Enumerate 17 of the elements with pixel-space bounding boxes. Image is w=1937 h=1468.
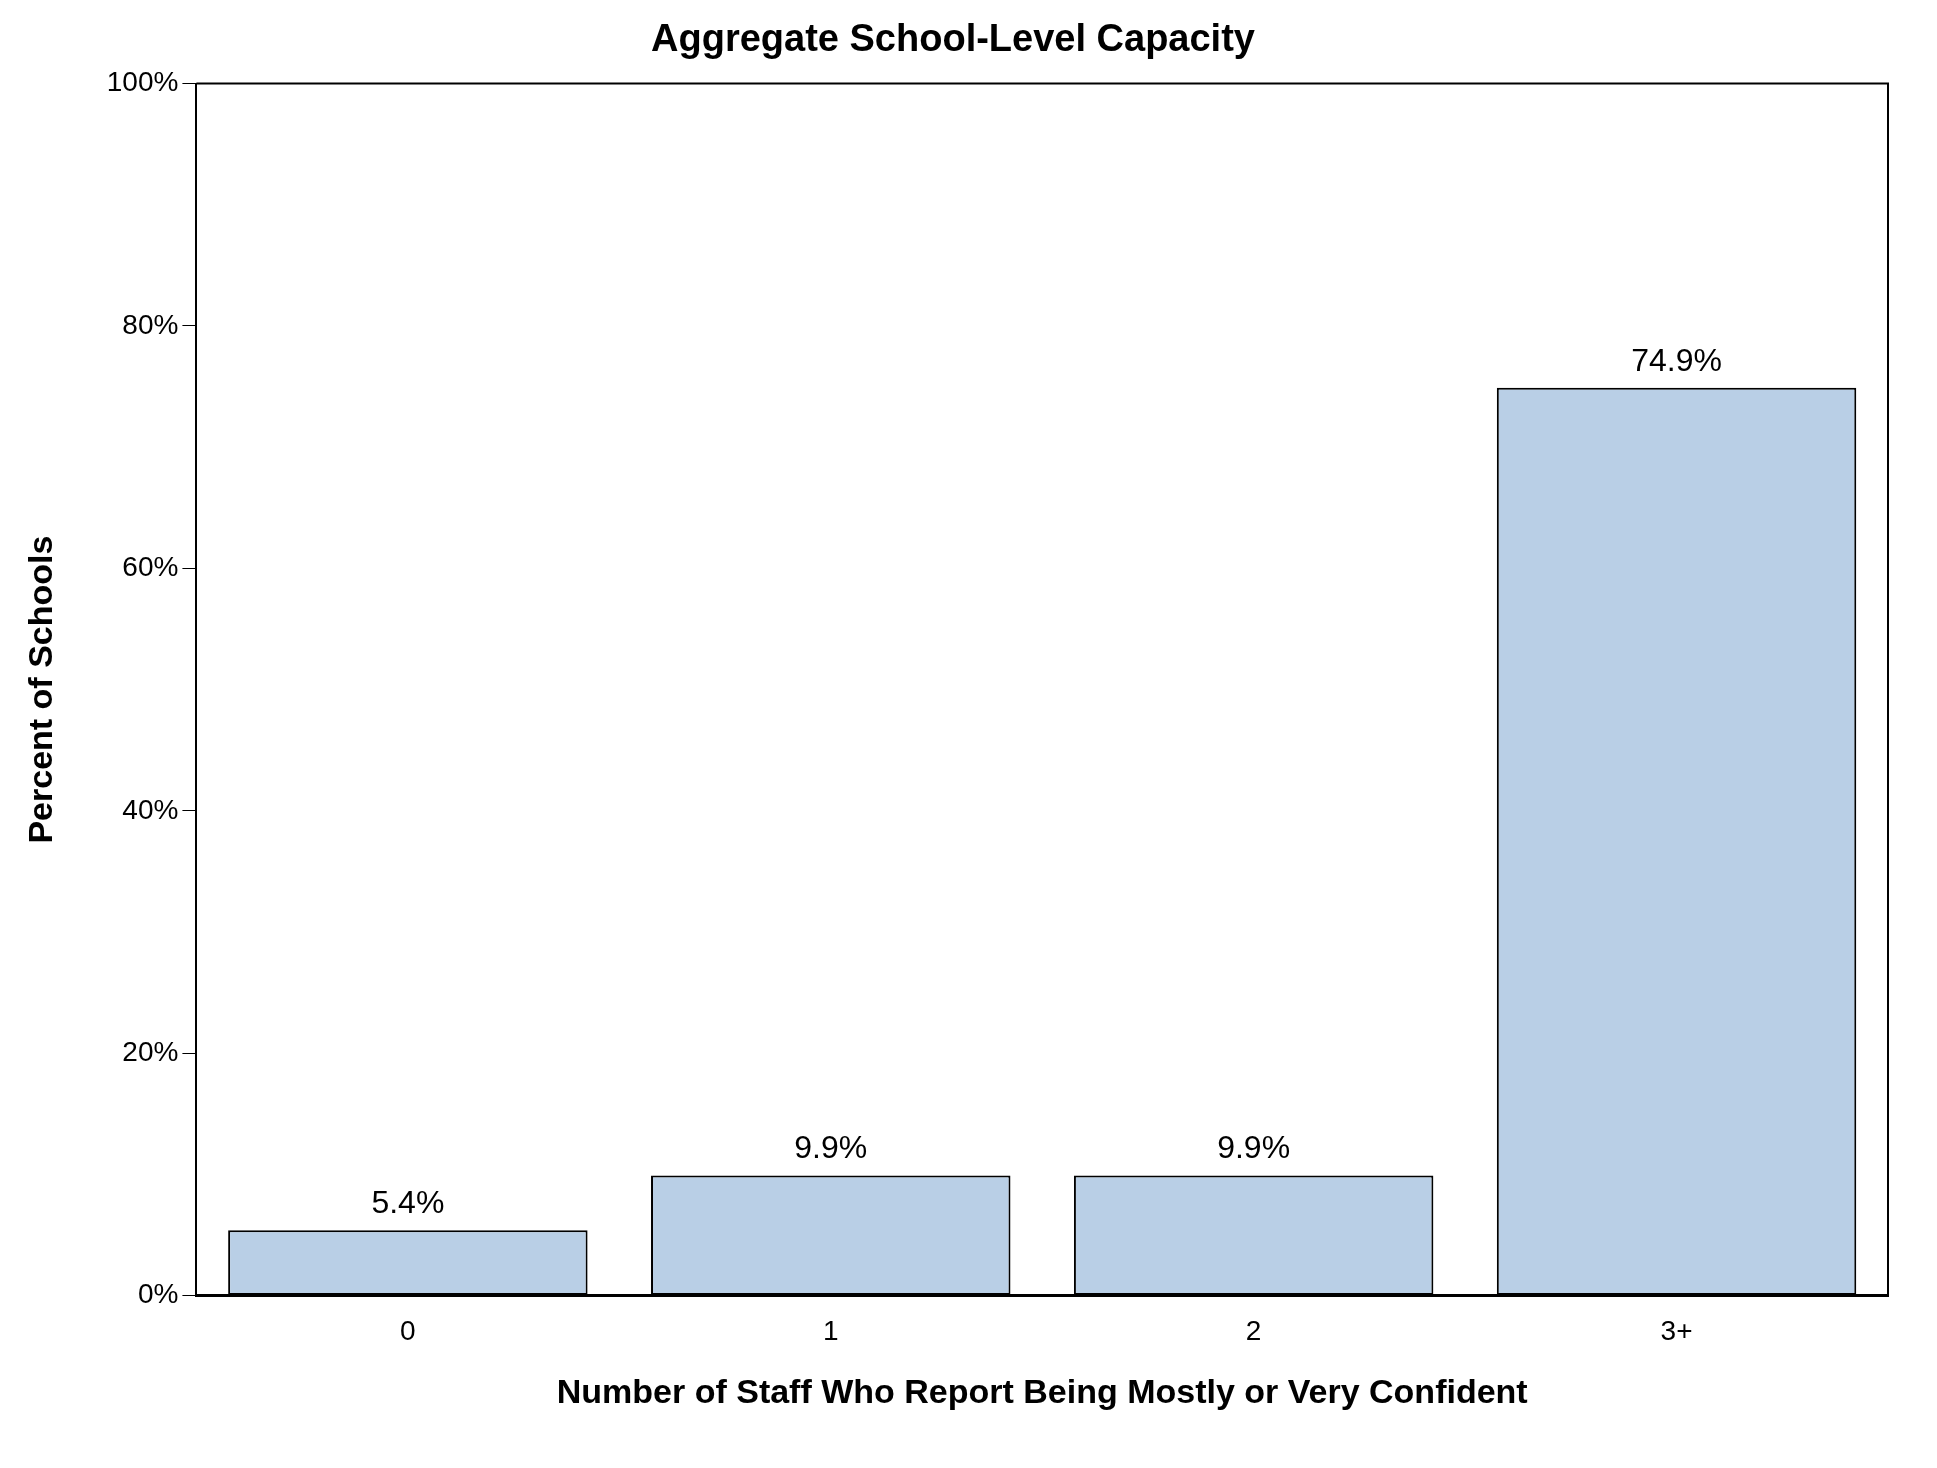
x-tick-label: 1 [822, 1315, 839, 1347]
x-tick-label: 0 [400, 1315, 416, 1347]
x-tick-label: 3+ [1660, 1315, 1693, 1347]
data-label: 9.9% [1217, 1129, 1291, 1166]
y-tick-label: 100% [106, 66, 179, 98]
data-label: 5.4% [371, 1183, 445, 1220]
y-tick-label: 60% [122, 551, 179, 583]
x-tick-label: 2 [1245, 1315, 1262, 1347]
data-label: 74.9% [1631, 341, 1722, 378]
x-axis-title: Number of Staff Who Report Being Mostly or Very Confident [556, 1371, 1528, 1410]
y-tick-label: 40% [122, 793, 179, 825]
data-label: 9.9% [794, 1129, 868, 1166]
y-tick-label: 80% [122, 308, 179, 340]
chart-title: Aggregate School-Level Capacity [651, 17, 1255, 60]
y-tick-label: 0% [137, 1278, 179, 1310]
y-axis-title: Percent of Schools [20, 535, 59, 844]
y-tick-label: 20% [122, 1035, 179, 1067]
